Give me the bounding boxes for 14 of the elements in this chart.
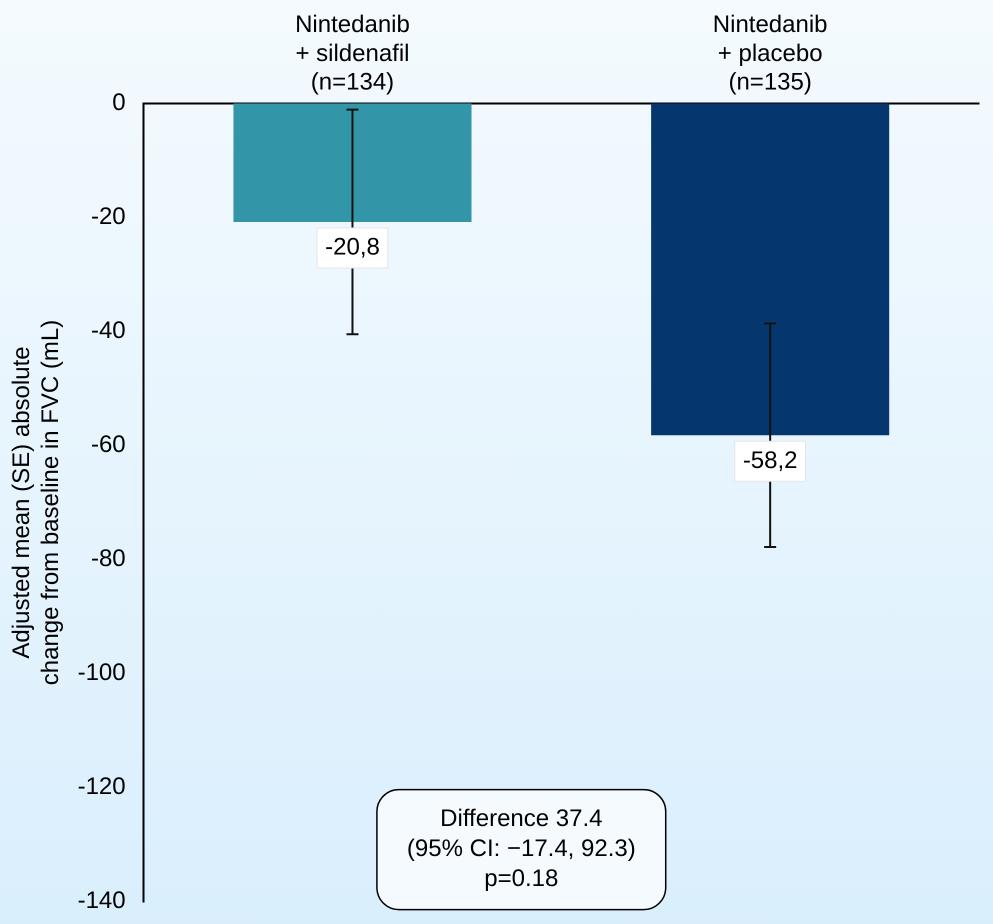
y-axis-title: Adjusted mean (SE) absolute change from baseline in FVC (mL) [8, 320, 64, 686]
data-label: -58,2 [742, 446, 798, 474]
y-tick-label: -20 [90, 203, 126, 230]
y-tick-label: -120 [78, 773, 126, 800]
annotation: Difference 37.4 (95% CI: −17.4, 92.3) p=0.18 [406, 805, 636, 892]
x-tick-label: Nintedanib + placebo (n=135) [712, 11, 828, 96]
y-tick-label: 0 [112, 89, 126, 116]
y-tick-label: -140 [78, 887, 126, 914]
y-tick-label: -80 [90, 545, 126, 572]
y-tick-label: -100 [78, 659, 126, 686]
data-label: -20,8 [325, 234, 380, 261]
x-tick-label: Nintedanib + sildenafil (n=134) [295, 11, 410, 96]
y-tick-label: -40 [90, 317, 126, 344]
y-tick-label: -60 [90, 431, 126, 458]
